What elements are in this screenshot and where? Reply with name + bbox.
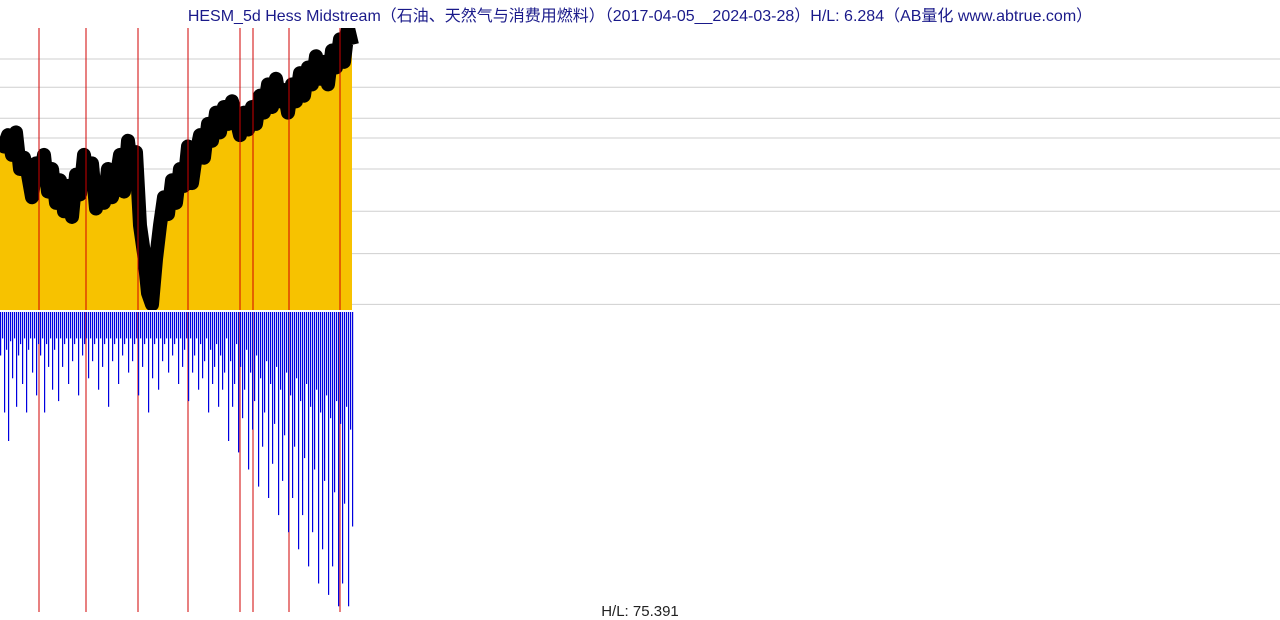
footer-label: H/L: 75.391 — [0, 603, 1280, 620]
volume-chart-svg — [0, 312, 1280, 612]
price-chart-svg — [0, 28, 1280, 310]
price-chart — [0, 28, 1280, 310]
volume-chart — [0, 312, 1280, 612]
chart-title: HESM_5d Hess Midstream（石油、天然气与消费用燃料）（201… — [0, 2, 1280, 26]
